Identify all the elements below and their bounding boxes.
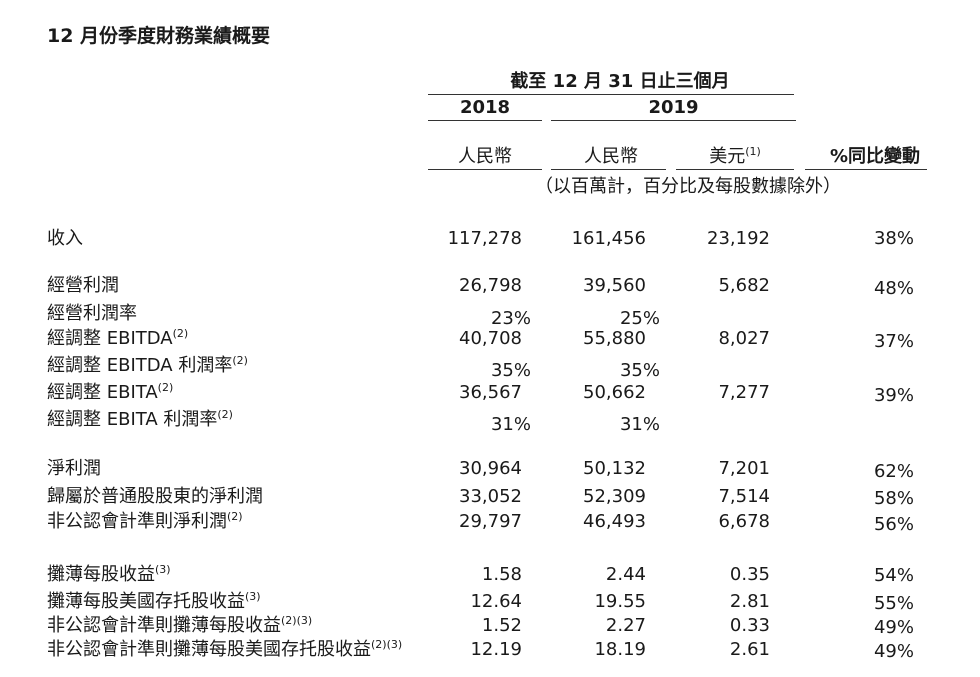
cell-rmb-2018: 33,052: [459, 486, 522, 507]
row-label: 非公認會計準則攤薄每股美國存托股收益(2)(3): [47, 638, 403, 660]
footnote-marker: (2)(3): [281, 614, 313, 627]
col-yoy-rule: [805, 169, 927, 170]
cell-rmb-2018: 23%: [490, 308, 531, 329]
cell-usd: 7,277: [718, 382, 770, 403]
cell-rmb-2019: 39,560: [583, 275, 646, 296]
row-label: 非公認會計準則淨利潤(2): [47, 510, 243, 532]
col-rmb-2018-rule: [428, 169, 542, 170]
cell-usd: 2.81: [729, 591, 770, 612]
col-usd-rule: [676, 169, 794, 170]
cell-rmb-2018: 30,964: [459, 458, 522, 479]
cell-yoy: 55%: [873, 593, 914, 614]
cell-rmb-2019: 46,493: [583, 511, 646, 532]
year-2019-rule: [551, 120, 796, 121]
col-rmb-2019-rule: [551, 169, 666, 170]
row-label: 歸屬於普通股股東的淨利潤: [47, 486, 263, 507]
cell-yoy: 49%: [873, 617, 914, 638]
cell-rmb-2019: 25%: [619, 308, 660, 329]
cell-rmb-2019: 52,309: [583, 486, 646, 507]
cell-yoy: 38%: [873, 228, 914, 249]
cell-rmb-2018: 36,567: [459, 382, 522, 403]
cell-yoy: 56%: [873, 514, 914, 535]
cell-yoy: 54%: [873, 565, 914, 586]
row-label: 收入: [47, 228, 83, 249]
cell-rmb-2019: 55,880: [583, 328, 646, 349]
col-usd: 美元(1): [709, 145, 761, 167]
cell-yoy: 49%: [873, 641, 914, 662]
row-label: 經營利潤率: [47, 303, 137, 324]
row-label: 經調整 EBITDA 利潤率(2): [47, 354, 248, 376]
cell-usd: 0.33: [729, 615, 770, 636]
row-label: 經調整 EBITA 利潤率(2): [47, 408, 233, 430]
cell-rmb-2018: 1.58: [481, 564, 522, 585]
cell-yoy: 58%: [873, 488, 914, 509]
cell-usd: 0.35: [729, 564, 770, 585]
unit-note: （以百萬計，百分比及每股數據除外）: [535, 176, 841, 197]
cell-rmb-2019: 19.55: [594, 591, 646, 612]
row-label: 經調整 EBITDA(2): [47, 327, 189, 349]
cell-rmb-2019: 161,456: [571, 228, 646, 249]
footnote-marker: (3): [155, 563, 171, 576]
row-label: 經調整 EBITA(2): [47, 381, 174, 403]
year-2018-rule: [428, 120, 542, 121]
footnote-marker: (2): [157, 381, 174, 394]
footnote-marker: (2): [232, 354, 248, 367]
page-title: 12 月份季度財務業績概要: [47, 25, 271, 47]
cell-usd: 7,514: [718, 486, 770, 507]
footnote-marker: (2): [172, 327, 189, 340]
cell-usd: 8,027: [718, 328, 770, 349]
year-2018-header: 2018: [459, 97, 511, 118]
cell-rmb-2019: 31%: [619, 414, 660, 435]
col-rmb-2018: 人民幣: [458, 146, 512, 167]
footnote-marker: (2): [217, 408, 233, 421]
cell-rmb-2019: 50,132: [583, 458, 646, 479]
cell-rmb-2019: 35%: [619, 360, 660, 381]
cell-rmb-2018: 12.19: [470, 639, 522, 660]
cell-yoy: 48%: [873, 278, 914, 299]
cell-rmb-2019: 18.19: [594, 639, 646, 660]
cell-rmb-2018: 35%: [490, 360, 531, 381]
cell-rmb-2018: 26,798: [459, 275, 522, 296]
footnote-marker: (2)(3): [371, 638, 403, 651]
period-header: 截至 12 月 31 日止三個月: [510, 71, 730, 92]
cell-yoy: 62%: [873, 461, 914, 482]
cell-yoy: 39%: [873, 385, 914, 406]
cell-usd: 2.61: [729, 639, 770, 660]
cell-rmb-2018: 40,708: [459, 328, 522, 349]
cell-rmb-2018: 12.64: [470, 591, 522, 612]
row-label: 淨利潤: [47, 458, 101, 479]
year-2019-header: 2019: [648, 97, 699, 118]
cell-rmb-2018: 31%: [490, 414, 531, 435]
footnote-marker: (2): [227, 510, 243, 523]
col-rmb-2019: 人民幣: [584, 146, 638, 167]
footnote-marker: (3): [245, 590, 261, 603]
cell-rmb-2019: 2.44: [605, 564, 646, 585]
cell-rmb-2018: 1.52: [481, 615, 522, 636]
cell-usd: 7,201: [718, 458, 770, 479]
cell-rmb-2019: 2.27: [605, 615, 646, 636]
row-label: 非公認會計準則攤薄每股收益(2)(3): [47, 614, 313, 636]
cell-usd: 23,192: [707, 228, 770, 249]
cell-usd: 6,678: [718, 511, 770, 532]
col-usd-footnote: (1): [745, 145, 761, 158]
cell-yoy: 37%: [873, 331, 914, 352]
cell-rmb-2018: 117,278: [447, 228, 522, 249]
row-label: 攤薄每股收益(3): [47, 563, 171, 585]
row-label: 經營利潤: [47, 275, 119, 296]
cell-rmb-2018: 29,797: [459, 511, 522, 532]
cell-rmb-2019: 50,662: [583, 382, 646, 403]
row-label: 攤薄每股美國存托股收益(3): [47, 590, 261, 612]
period-rule: [428, 94, 794, 95]
col-yoy: %同比變動: [829, 146, 921, 167]
cell-usd: 5,682: [718, 275, 770, 296]
